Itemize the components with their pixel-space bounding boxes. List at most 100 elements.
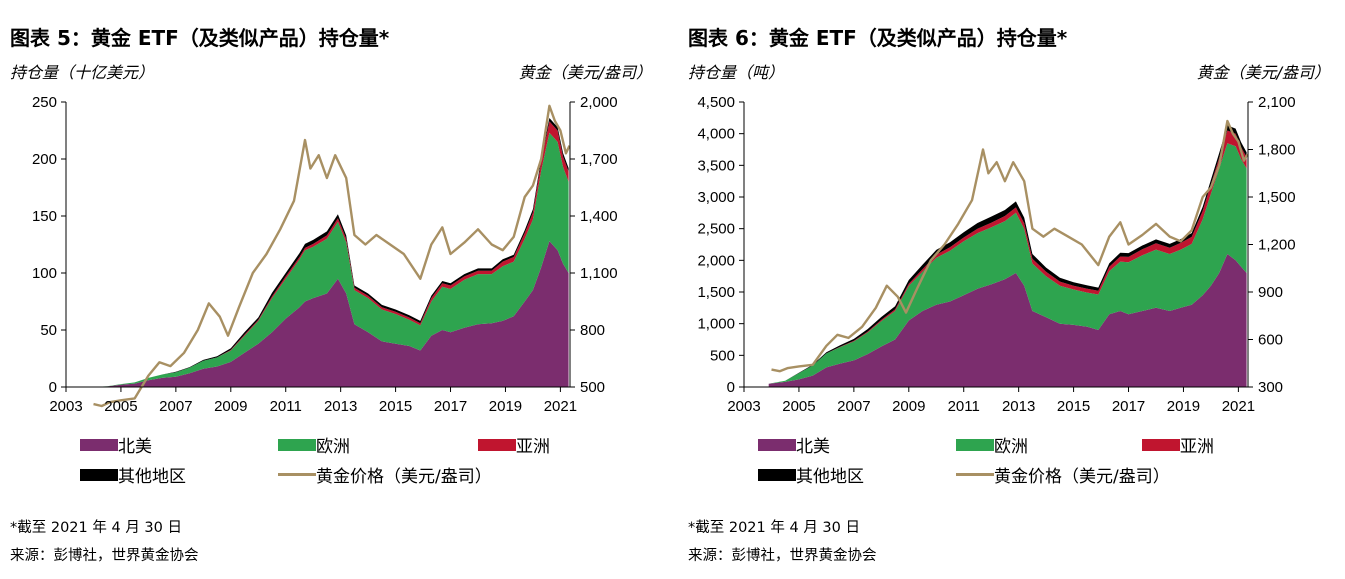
legend-item-asia: 亚洲	[1142, 432, 1214, 457]
legend-label: 其他地区	[118, 467, 186, 487]
left-tick-label: 4,000	[697, 126, 735, 143]
right-tick-label: 500	[580, 379, 605, 396]
x-tick-label: 2007	[837, 398, 870, 415]
legend-label: 北美	[796, 437, 830, 457]
right-tick-label: 1,400	[580, 208, 618, 225]
x-tick-label: 2009	[892, 398, 925, 415]
legend-label: 黄金价格（美元/盎司）	[994, 467, 1170, 487]
left-tick-label: 500	[710, 347, 735, 364]
left-tick-label: 2,000	[697, 252, 735, 269]
legend-swatch-asia	[478, 438, 516, 451]
left-axis-unit: 持仓量（吨）	[688, 63, 784, 82]
figure-title: 图表 6：黄金 ETF（及类似产品）持仓量*	[688, 26, 1068, 50]
x-tick-label: 2019	[1167, 398, 1200, 415]
x-tick-label: 2005	[782, 398, 815, 415]
left-tick-label: 2,500	[697, 221, 735, 238]
legend-item-eu: 欧洲	[278, 432, 350, 457]
x-tick-label: 2011	[270, 398, 302, 415]
legend-item-gold: 黄金价格（美元/盎司）	[956, 462, 1170, 487]
x-tick-label: 2017	[434, 398, 467, 415]
right-tick-label: 900	[1258, 284, 1283, 301]
right-tick-label: 2,100	[1258, 94, 1296, 111]
right-tick-label: 1,200	[1258, 237, 1296, 254]
legend-label: 黄金价格（美元/盎司）	[316, 467, 492, 487]
right-tick-label: 1,700	[580, 151, 618, 168]
x-tick-label: 2021	[1222, 398, 1255, 415]
figure-title: 图表 5：黄金 ETF（及类似产品）持仓量*	[10, 26, 390, 50]
left-tick-label: 0	[49, 379, 57, 396]
chart-panel-6: 图表 6：黄金 ETF（及类似产品）持仓量* 持仓量（吨） 黄金（美元/盎司） 0 5…	[678, 0, 1345, 579]
x-tick-label: 2005	[104, 398, 137, 415]
right-axis-unit: 黄金（美元/盎司）	[1197, 63, 1330, 82]
gold-price-line	[93, 104, 571, 408]
left-tick-label: 150	[32, 208, 57, 225]
right-axis-unit: 黄金（美元/盎司）	[519, 63, 652, 82]
legend-swatch-gold	[956, 473, 994, 476]
right-tick-label: 1,800	[1258, 142, 1296, 159]
left-tick-label: 1,500	[697, 284, 735, 301]
source-note: 来源：彭博社，世界黄金协会	[10, 548, 199, 564]
footnote: *截至 2021 年 4 月 30 日	[10, 520, 182, 536]
legend-swatch-other	[80, 468, 118, 481]
x-tick-label: 2021	[544, 398, 577, 415]
legend-item-asia: 亚洲	[478, 432, 550, 457]
x-tick-label: 2007	[159, 398, 192, 415]
legend-swatch-na	[80, 438, 118, 451]
legend-swatch-gold	[278, 473, 316, 476]
x-tick-label: 2015	[379, 398, 412, 415]
right-tick-label: 1,100	[580, 265, 618, 282]
left-tick-label: 200	[32, 151, 57, 168]
x-tick-label: 2019	[489, 398, 522, 415]
source-note: 来源：彭博社，世界黄金协会	[688, 548, 877, 564]
right-tick-label: 1,500	[1258, 189, 1296, 206]
left-tick-label: 3,000	[697, 189, 735, 206]
legend-swatch-eu	[278, 438, 316, 451]
x-tick-label: 2011	[948, 398, 980, 415]
chart-panel-5: 图表 5：黄金 ETF（及类似产品）持仓量* 持仓量（十亿美元） 黄金（美元/盎司…	[0, 0, 672, 579]
legend: 北美 欧洲 亚洲 其他地区 黄金价格（美元/盎司）	[80, 428, 600, 492]
legend-item-other: 其他地区	[758, 462, 864, 487]
area-series-na	[768, 254, 1247, 387]
x-tick-label: 2017	[1112, 398, 1145, 415]
right-tick-label: 2,000	[580, 94, 618, 111]
left-tick-label: 250	[32, 94, 57, 111]
area-series-na	[66, 241, 569, 387]
legend-label: 亚洲	[1180, 437, 1214, 457]
legend-label: 欧洲	[316, 437, 350, 457]
legend-label: 欧洲	[994, 437, 1028, 457]
legend-item-other: 其他地区	[80, 462, 186, 487]
left-tick-label: 0	[727, 379, 735, 396]
legend-label: 北美	[118, 437, 152, 457]
x-tick-label: 2009	[214, 398, 247, 415]
x-tick-label: 2013	[324, 398, 357, 415]
area-series-eu	[66, 132, 569, 387]
right-tick-label: 600	[1258, 332, 1283, 349]
etf-value-chart: 持仓量（十亿美元） 黄金（美元/盎司） 0 50 100 150 200 250 500 800 1…	[10, 63, 652, 415]
footnote: *截至 2021 年 4 月 30 日	[688, 520, 860, 536]
legend-item-gold: 黄金价格（美元/盎司）	[278, 462, 492, 487]
legend-item-na: 北美	[758, 432, 830, 457]
left-axis-unit: 持仓量（十亿美元）	[10, 63, 154, 82]
x-tick-label: 2013	[1002, 398, 1035, 415]
x-tick-label: 2003	[49, 398, 82, 415]
left-tick-label: 100	[32, 265, 57, 282]
right-tick-label: 300	[1258, 379, 1283, 396]
legend-swatch-na	[758, 438, 796, 451]
right-tick-label: 800	[580, 322, 605, 339]
legend-swatch-other	[758, 468, 796, 481]
legend-label: 亚洲	[516, 437, 550, 457]
left-tick-label: 1,000	[697, 316, 735, 333]
gold-price-line	[771, 119, 1249, 373]
x-tick-label: 2003	[727, 398, 760, 415]
left-tick-label: 50	[40, 322, 57, 339]
legend-swatch-eu	[956, 438, 994, 451]
etf-tonnes-chart: 持仓量（吨） 黄金（美元/盎司） 0 500 1,000 1,500 2,000 2,500 3…	[688, 63, 1330, 415]
left-tick-label: 3,500	[697, 157, 735, 174]
legend-swatch-asia	[1142, 438, 1180, 451]
legend-item-na: 北美	[80, 432, 152, 457]
left-tick-label: 4,500	[697, 94, 735, 111]
area-series-eu	[768, 143, 1247, 384]
legend: 北美 欧洲 亚洲 其他地区 黄金价格（美元/盎司）	[758, 428, 1278, 492]
legend-label: 其他地区	[796, 467, 864, 487]
legend-item-eu: 欧洲	[956, 432, 1028, 457]
